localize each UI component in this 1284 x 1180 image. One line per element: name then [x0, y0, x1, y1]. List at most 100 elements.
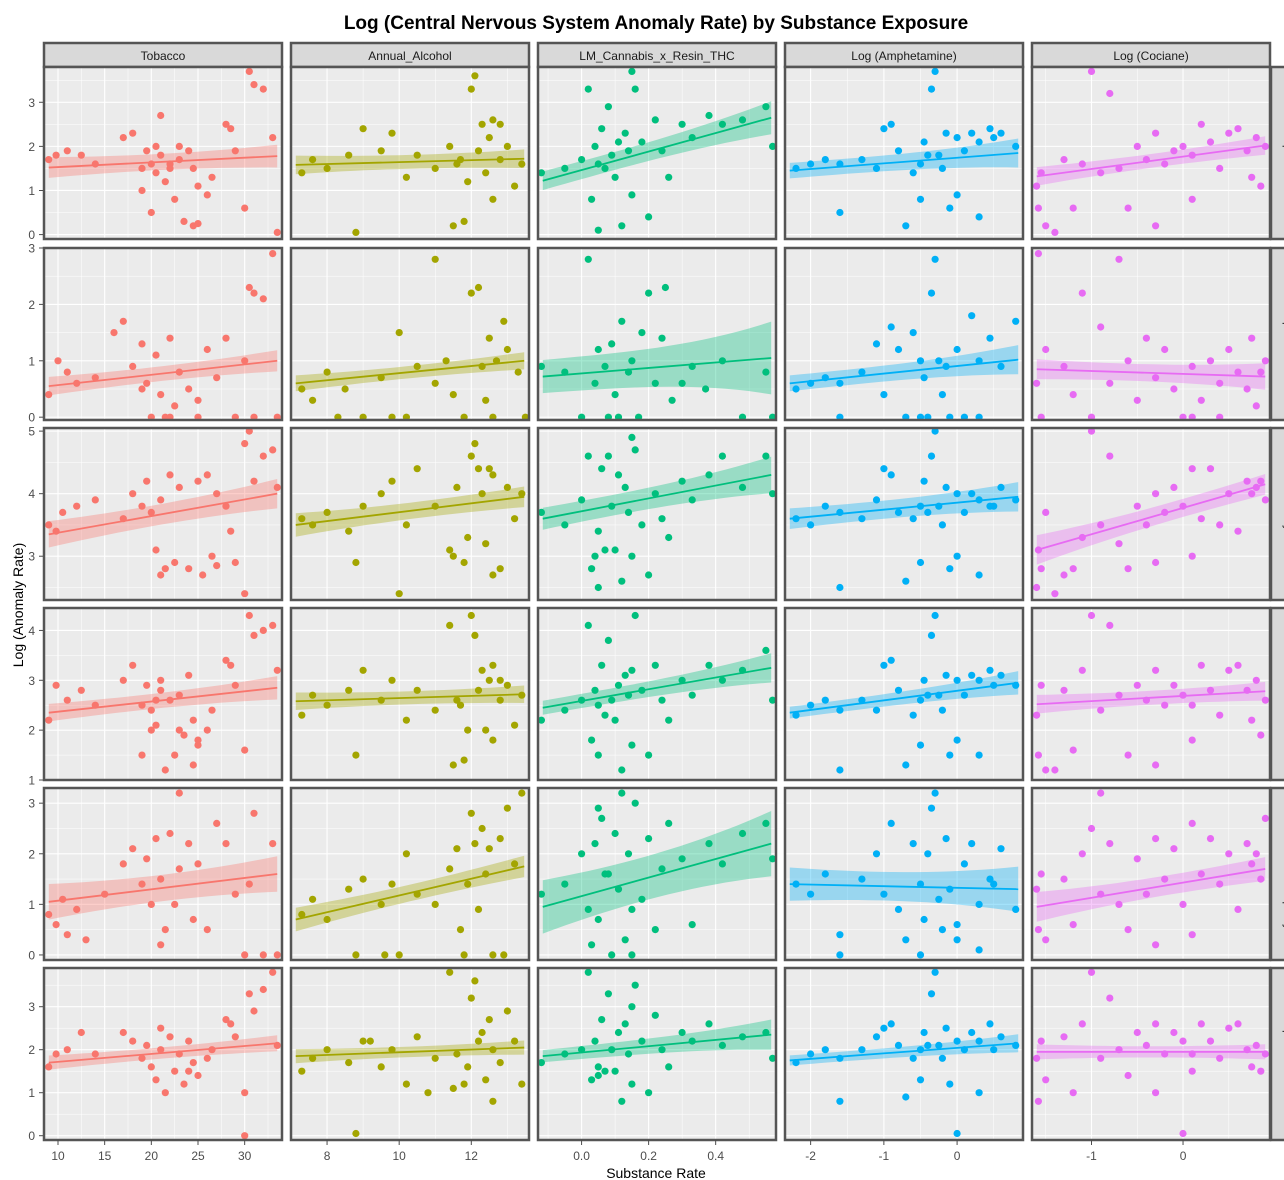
data-point: [872, 340, 881, 348]
data-point: [1234, 1020, 1242, 1028]
data-point: [503, 681, 511, 689]
data-point: [1133, 855, 1141, 863]
data-point: [460, 756, 468, 764]
data-point: [604, 636, 613, 645]
data-point: [537, 508, 546, 516]
data-point: [1225, 1024, 1233, 1032]
data-point: [588, 1076, 596, 1084]
data-point: [1161, 875, 1169, 883]
column-strip-log-amphetamine: Log (Amphetamine): [783, 41, 1025, 69]
data-point: [345, 686, 353, 694]
data-point: [157, 391, 165, 399]
data-point: [194, 736, 202, 744]
data-point: [909, 329, 917, 337]
data-point: [718, 676, 727, 684]
data-point: [231, 147, 239, 155]
data-point: [1078, 1020, 1086, 1028]
data-point: [250, 289, 258, 297]
data-point: [594, 701, 602, 709]
y-tick-label: 0: [28, 948, 35, 962]
data-point: [1060, 571, 1068, 579]
x-tick-label: 30: [238, 1149, 252, 1163]
data-point: [1106, 994, 1114, 1002]
data-point: [872, 706, 881, 714]
data-point: [1124, 926, 1132, 934]
data-point: [591, 840, 599, 848]
data-point: [147, 508, 155, 516]
data-point: [942, 671, 950, 679]
data-point: [975, 571, 983, 579]
data-point: [503, 1007, 511, 1015]
data-point: [858, 368, 866, 376]
panel-encephalocele-tobacco: [42, 246, 284, 422]
data-point: [1257, 182, 1265, 190]
data-point: [769, 855, 777, 863]
data-point: [171, 558, 179, 567]
panel-encephalocele-annual-alcohol: [289, 246, 531, 422]
data-point: [157, 1046, 165, 1054]
data-point: [518, 1080, 526, 1088]
data-point: [152, 546, 160, 554]
data-point: [738, 829, 747, 838]
data-point: [561, 706, 569, 714]
panel-background: [291, 67, 529, 239]
row-strip-label: Severe microcephaly: [1282, 818, 1284, 930]
data-point: [227, 661, 235, 669]
data-point: [997, 1033, 1005, 1041]
data-point: [902, 761, 910, 769]
data-point: [1206, 835, 1215, 843]
data-point: [402, 716, 410, 724]
data-point: [514, 368, 522, 376]
data-point: [614, 681, 623, 689]
data-point: [601, 711, 609, 719]
data-point: [1042, 936, 1050, 944]
data-point: [942, 835, 950, 843]
data-point: [175, 691, 183, 699]
data-point: [1097, 706, 1105, 714]
y-tick-label: 2: [28, 847, 35, 861]
data-point: [594, 751, 602, 759]
data-point: [388, 1046, 396, 1054]
panel-border: [536, 786, 778, 962]
data-point: [503, 345, 511, 354]
data-point: [413, 1033, 421, 1041]
data-point: [1087, 67, 1096, 75]
data-point: [1216, 880, 1224, 888]
data-point: [591, 552, 599, 560]
y-tick-label: 2: [28, 1043, 35, 1057]
data-point: [245, 427, 253, 435]
data-point: [968, 312, 976, 320]
regression-line: [789, 152, 1019, 172]
data-point: [621, 936, 629, 944]
data-point: [1188, 465, 1196, 473]
data-point: [453, 1050, 461, 1058]
data-point: [718, 452, 727, 460]
data-point: [598, 814, 606, 823]
data-point: [591, 686, 599, 694]
data-point: [614, 471, 623, 479]
data-point: [1170, 147, 1178, 155]
data-point: [59, 508, 67, 516]
data-point: [916, 696, 925, 704]
data-point: [1248, 490, 1256, 498]
data-point: [194, 860, 202, 868]
data-point: [63, 1046, 71, 1054]
data-point: [1060, 1033, 1068, 1041]
data-point: [946, 565, 954, 573]
data-point: [1179, 1037, 1187, 1045]
data-point: [688, 921, 696, 929]
data-point: [1216, 521, 1224, 529]
data-point: [175, 865, 183, 873]
data-point: [194, 396, 202, 404]
confidence-band: [542, 653, 772, 715]
data-point: [91, 160, 99, 168]
data-point: [227, 527, 235, 535]
data-point: [250, 631, 258, 640]
panel-background: [538, 428, 776, 600]
data-point: [52, 151, 60, 159]
data-point: [594, 527, 602, 535]
data-point: [920, 676, 928, 684]
data-point: [213, 490, 221, 498]
data-point: [594, 226, 602, 234]
data-point: [161, 1089, 169, 1097]
